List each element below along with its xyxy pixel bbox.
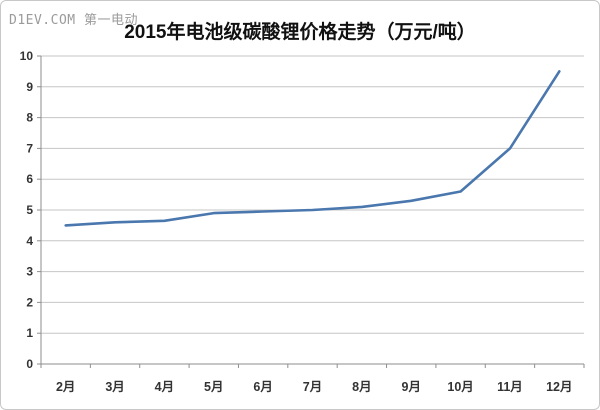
x-tick-label: 6月 — [253, 380, 272, 394]
y-tick-label: 2 — [26, 295, 33, 309]
chart-title: 2015年电池级碳酸锂价格走势（万元/吨） — [124, 22, 476, 43]
y-tick-label: 6 — [26, 172, 33, 186]
x-tick-label: 2月 — [56, 380, 75, 394]
y-tick-label: 5 — [26, 203, 33, 217]
y-tick-label: 1 — [26, 326, 33, 340]
x-tick-label: 4月 — [155, 380, 174, 394]
x-tick-label: 5月 — [204, 380, 223, 394]
y-tick-label: 0 — [26, 357, 33, 371]
y-tick-label: 10 — [20, 49, 34, 63]
x-tick-label: 8月 — [352, 380, 371, 394]
y-tick-label: 7 — [26, 141, 33, 155]
y-tick-label: 9 — [26, 80, 33, 94]
price-series-line — [64, 70, 561, 227]
x-tick-label: 12月 — [546, 380, 572, 394]
x-tick-label: 7月 — [303, 380, 322, 394]
x-tick-label: 10月 — [447, 380, 473, 394]
site-watermark: D1EV.COM 第一电动 — [9, 13, 138, 28]
y-tick-label: 8 — [26, 111, 33, 125]
x-tick-label: 11月 — [497, 380, 523, 394]
y-tick-label: 4 — [26, 234, 33, 248]
x-tick-label: 3月 — [105, 380, 124, 394]
y-tick-label: 3 — [26, 265, 33, 279]
x-tick-label: 9月 — [402, 380, 421, 394]
